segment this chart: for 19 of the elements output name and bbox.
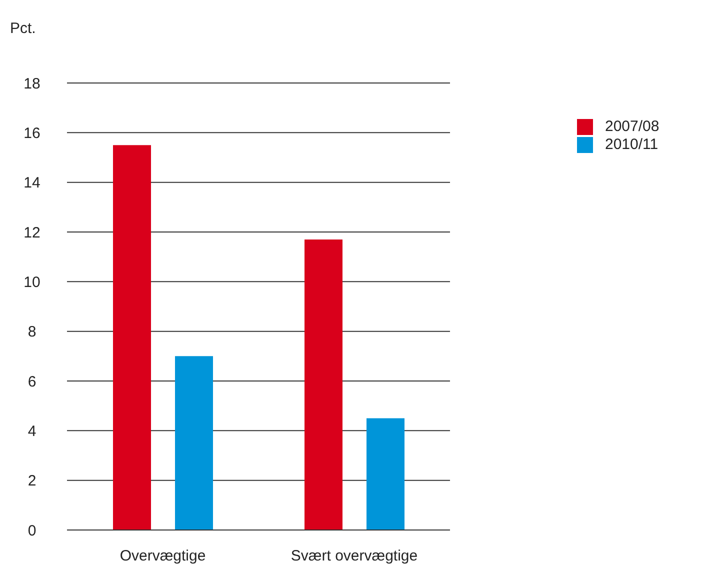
bar: [304, 239, 342, 530]
y-tick-label: 2: [28, 472, 36, 490]
y-tick-label: 10: [24, 274, 40, 291]
y-tick-label: 16: [24, 124, 40, 142]
bar: [175, 356, 213, 530]
legend-label: 2007/08: [605, 118, 660, 135]
y-tick-label: 12: [24, 224, 40, 242]
y-tick-label: 8: [28, 324, 36, 341]
y-tick-label: 14: [24, 174, 40, 192]
y-tick-label: 0: [28, 522, 36, 540]
y-axis-title: Pct.: [10, 20, 36, 37]
x-tick-label: Overvægtige: [120, 548, 206, 565]
y-tick-label: 6: [28, 373, 36, 390]
x-tick-label: Svært overvægtige: [290, 548, 418, 565]
legend-label: 2010/11: [605, 136, 658, 153]
y-tick-label: 18: [24, 75, 40, 92]
y-tick-label: 4: [28, 422, 36, 440]
bar: [113, 145, 151, 530]
bar: [366, 418, 404, 530]
